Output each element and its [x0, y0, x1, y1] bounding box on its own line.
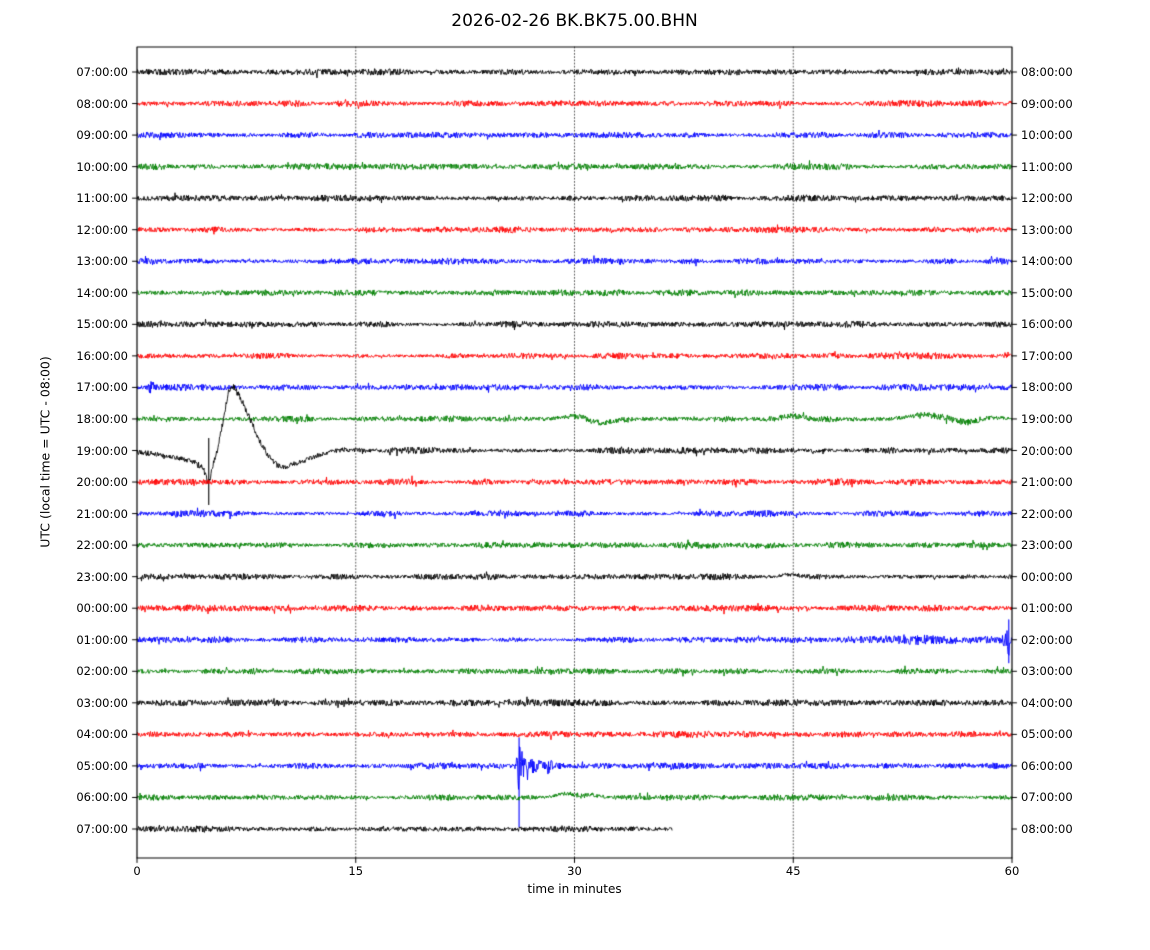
local-tick-label: 00:00:00 [1021, 569, 1073, 584]
utc-tick-label: 18:00:00 [76, 411, 128, 426]
local-tick-label: 10:00:00 [1021, 128, 1073, 143]
local-tick-label: 21:00:00 [1021, 475, 1073, 490]
local-tick-label: 13:00:00 [1021, 222, 1073, 237]
utc-tick-label: 20:00:00 [76, 475, 128, 490]
utc-tick-label: 22:00:00 [76, 538, 128, 553]
utc-tick-label: 08:00:00 [76, 96, 128, 111]
utc-tick-label: 21:00:00 [76, 506, 128, 521]
local-tick-label: 22:00:00 [1021, 506, 1073, 521]
local-tick-label: 14:00:00 [1021, 254, 1073, 269]
x-tick-label: 0 [133, 864, 141, 878]
local-tick-label: 04:00:00 [1021, 695, 1073, 710]
local-tick-label: 02:00:00 [1021, 632, 1073, 647]
local-tick-label: 05:00:00 [1021, 727, 1073, 742]
x-tick-label: 30 [567, 864, 582, 878]
utc-tick-label: 03:00:00 [76, 695, 128, 710]
local-tick-label: 17:00:00 [1021, 348, 1073, 363]
utc-tick-label: 04:00:00 [76, 727, 128, 742]
local-tick-label: 16:00:00 [1021, 317, 1073, 332]
utc-tick-label: 07:00:00 [76, 822, 128, 836]
utc-tick-label: 07:00:00 [76, 65, 128, 79]
utc-tick-label: 15:00:00 [76, 317, 128, 332]
local-tick-label: 19:00:00 [1021, 411, 1073, 426]
local-tick-label: 08:00:00 [1021, 65, 1073, 79]
local-tick-label: 06:00:00 [1021, 758, 1073, 773]
utc-tick-label: 13:00:00 [76, 254, 128, 269]
x-tick-label: 45 [785, 864, 801, 878]
local-tick-label: 01:00:00 [1021, 601, 1073, 616]
utc-tick-label: 00:00:00 [76, 601, 128, 616]
local-tick-label: 11:00:00 [1021, 159, 1073, 174]
x-axis-label: time in minutes [527, 882, 622, 896]
utc-tick-label: 23:00:00 [76, 569, 128, 584]
local-tick-label: 18:00:00 [1021, 380, 1073, 395]
utc-tick-label: 10:00:00 [76, 159, 128, 174]
utc-tick-label: 09:00:00 [76, 128, 128, 143]
utc-tick-label: 14:00:00 [76, 285, 128, 300]
utc-tick-label: 17:00:00 [76, 380, 128, 395]
local-tick-label: 23:00:00 [1021, 538, 1073, 553]
x-tick-label: 15 [348, 864, 364, 878]
utc-tick-label: 05:00:00 [76, 758, 128, 773]
local-tick-label: 03:00:00 [1021, 664, 1073, 679]
utc-tick-label: 11:00:00 [76, 191, 128, 206]
y-axis-label: UTC (local time = UTC - 08:00) [37, 356, 53, 548]
utc-tick-label: 02:00:00 [76, 664, 128, 679]
x-tick-label: 60 [1004, 864, 1020, 878]
utc-tick-label: 16:00:00 [76, 348, 128, 363]
utc-tick-label: 19:00:00 [76, 443, 128, 458]
chart-title: 2026-02-26 BK.BK75.00.BHN [451, 11, 698, 31]
local-tick-label: 08:00:00 [1021, 822, 1073, 836]
local-tick-label: 12:00:00 [1021, 191, 1073, 206]
local-tick-label: 15:00:00 [1021, 285, 1073, 300]
local-tick-label: 07:00:00 [1021, 790, 1073, 805]
utc-tick-label: 06:00:00 [76, 790, 128, 805]
local-tick-label: 09:00:00 [1021, 96, 1073, 111]
utc-tick-label: 12:00:00 [76, 222, 128, 237]
utc-tick-label: 01:00:00 [76, 632, 128, 647]
local-tick-label: 20:00:00 [1021, 443, 1073, 458]
